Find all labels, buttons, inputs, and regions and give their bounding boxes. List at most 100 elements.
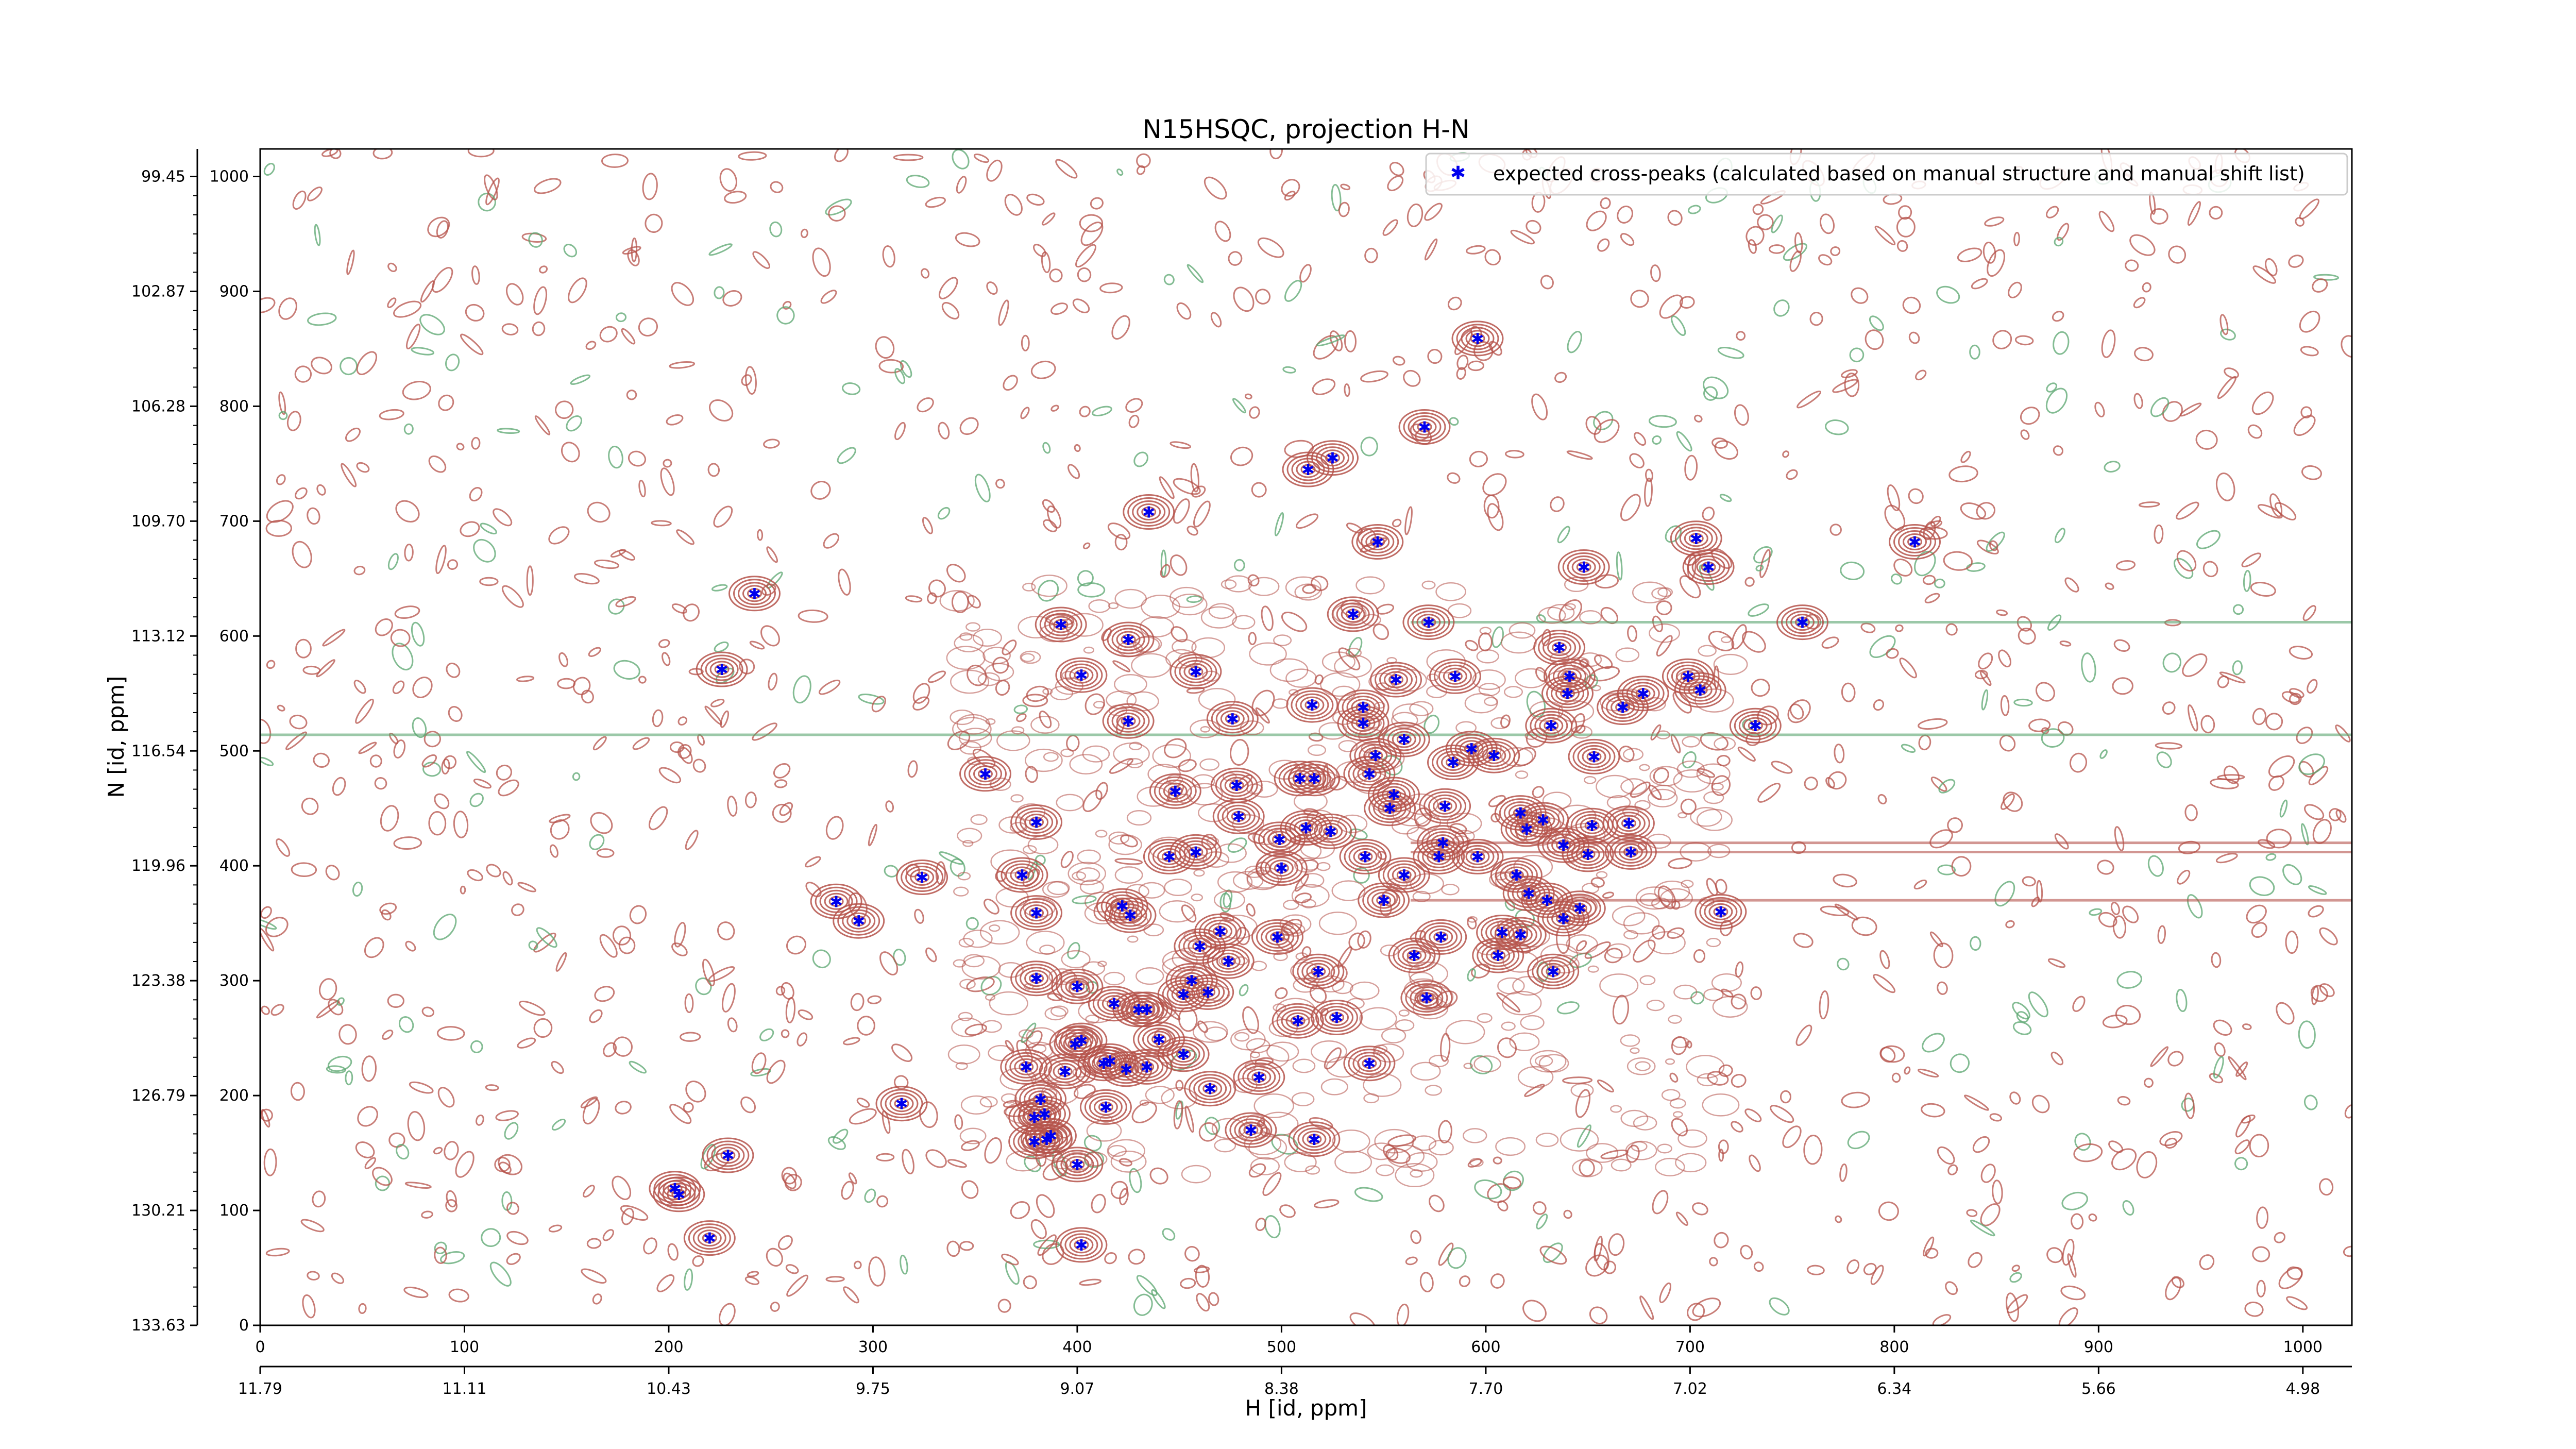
- noise-contour: [805, 856, 821, 868]
- noise-contour: [2150, 397, 2170, 417]
- noise-contour: [1869, 315, 1884, 331]
- noise-contour: [295, 487, 308, 500]
- noise-contour: [2319, 927, 2338, 946]
- dense-contour: [1484, 697, 1498, 706]
- peak-contour: [1134, 1058, 1159, 1075]
- peak-contour: [1405, 983, 1448, 1013]
- dense-contour: [1279, 914, 1312, 934]
- noise-contour: [1901, 744, 1916, 753]
- noise-contour: [939, 851, 964, 865]
- noise-contour: [2054, 237, 2064, 247]
- noise-contour: [2162, 652, 2181, 673]
- peak-contour: [1687, 552, 1730, 582]
- noise-contour: [573, 572, 600, 585]
- noise-contour: [353, 680, 366, 694]
- noise-contour: [409, 1081, 434, 1094]
- noise-contour: [1899, 658, 1917, 679]
- noise-contour: [1918, 718, 1948, 730]
- peak-contour: [1302, 770, 1327, 787]
- noise-contour: [2289, 646, 2313, 660]
- x-tick-label: 600: [1471, 1338, 1500, 1356]
- noise-contour: [467, 869, 483, 882]
- noise-contour: [1419, 1272, 1434, 1292]
- cross-peak-marker: ✱: [1371, 534, 1384, 552]
- dense-contour: [1479, 627, 1492, 635]
- noise-contour: [2232, 660, 2243, 676]
- noise-contour: [2184, 804, 2198, 821]
- dense-contour: [1009, 822, 1027, 833]
- peak-contour: [1427, 745, 1479, 780]
- dense-contour: [1540, 943, 1579, 967]
- noise-contour: [921, 268, 930, 279]
- noise-contour: [1736, 331, 1746, 341]
- dense-contour: [1612, 905, 1646, 926]
- noise-contour: [2013, 698, 2033, 707]
- noise-contour: [382, 1030, 394, 1040]
- peak-contour: [1282, 451, 1334, 487]
- noise-contour: [1484, 249, 1501, 266]
- peak-contour: [1577, 745, 1611, 768]
- noise-contour: [1467, 360, 1484, 372]
- noise-contour: [2016, 1011, 2029, 1023]
- noise-contour: [471, 265, 480, 285]
- y-tick-label: 1000: [210, 168, 249, 186]
- peak-contour: [1187, 977, 1230, 1007]
- peak-contour: [1490, 950, 1506, 961]
- noise-contour: [1077, 570, 1094, 586]
- cross-peak-marker: ✱: [1015, 867, 1028, 885]
- noise-contour: [1972, 1136, 1990, 1153]
- peak-contour: [1738, 714, 1772, 737]
- noise-contour: [1080, 222, 1104, 246]
- peak-contour: [1477, 744, 1511, 767]
- noise-contour: [1992, 1180, 2003, 1204]
- cross-peak-marker: ✱: [1034, 1091, 1047, 1109]
- noise-contour: [369, 754, 382, 768]
- noise-contour: [1945, 623, 1958, 636]
- noise-contour: [1129, 1168, 1142, 1193]
- noise-contour: [2108, 1140, 2124, 1153]
- noise-contour: [364, 1157, 377, 1170]
- peak-contour: [1424, 925, 1458, 949]
- peak-contour: [996, 857, 1048, 893]
- noise-contour: [2217, 376, 2237, 399]
- noise-contour: [2110, 902, 2120, 915]
- peak-contour: [1432, 748, 1475, 777]
- noise-contour: [1773, 299, 1790, 317]
- noise-contour: [740, 1096, 756, 1114]
- noise-contour: [594, 559, 619, 569]
- peak-contour: [1503, 923, 1537, 947]
- noise-contour: [1184, 1105, 1194, 1133]
- noise-contour: [549, 844, 558, 858]
- noise-contour: [2001, 793, 2015, 810]
- noise-contour: [1789, 250, 1802, 272]
- noise-contour: [2102, 1014, 2128, 1029]
- peak-contour: [978, 768, 993, 780]
- dense-contour: [1649, 766, 1683, 786]
- noise-contour: [2296, 727, 2313, 744]
- noise-contour: [1950, 1053, 1970, 1073]
- peak-contour: [1206, 701, 1259, 737]
- noise-contour: [752, 251, 771, 269]
- noise-contour: [355, 698, 374, 724]
- noise-contour: [2081, 652, 2096, 683]
- dense-contour: [1217, 871, 1253, 893]
- peak-contour: [1513, 929, 1528, 940]
- dense-contour: [1425, 1085, 1443, 1096]
- peak-contour: [1123, 909, 1138, 921]
- noise-contour: [1232, 398, 1246, 414]
- ppm-y-tick-label: 130.21: [131, 1202, 185, 1220]
- noise-contour: [2187, 201, 2201, 226]
- dense-contour: [1069, 754, 1103, 775]
- cross-peak-marker: ✱: [1796, 614, 1809, 632]
- cross-peak-marker: ✱: [1294, 770, 1307, 788]
- cross-peak-marker: ✱: [1408, 947, 1421, 965]
- noise-contour: [1937, 1146, 1955, 1165]
- noise-contour: [372, 1167, 393, 1186]
- noise-contour: [1833, 873, 1857, 888]
- noise-contour: [618, 936, 636, 954]
- noise-contour: [1095, 782, 1108, 800]
- peak-contour: [1443, 667, 1467, 685]
- noise-contour: [548, 526, 570, 545]
- cross-peak-marker: ✱: [1682, 668, 1694, 686]
- noise-contour: [1849, 347, 1865, 363]
